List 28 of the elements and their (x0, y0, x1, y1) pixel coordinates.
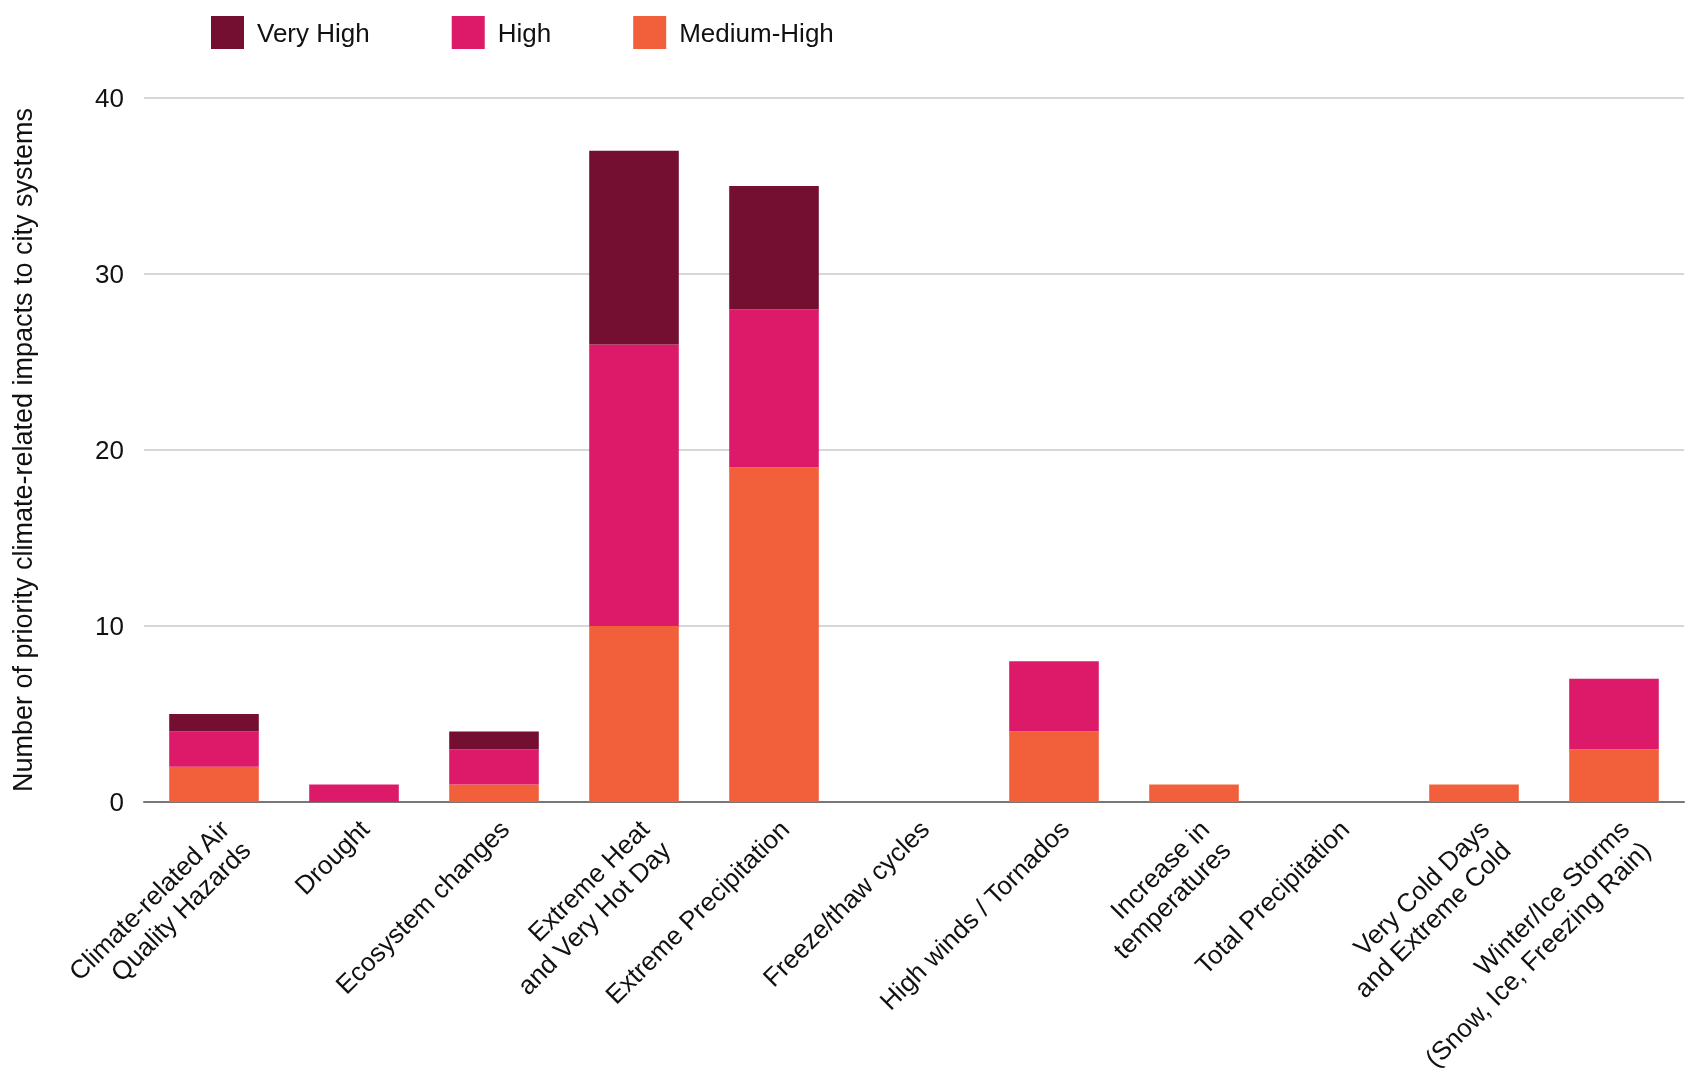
bar (1569, 749, 1659, 802)
y-tick-label: 0 (109, 787, 124, 817)
bar (169, 766, 259, 802)
legend-label: Very High (257, 17, 370, 48)
legend-label: High (497, 17, 552, 48)
bar (1569, 678, 1659, 750)
bar (1149, 784, 1239, 802)
y-tick-label: 40 (95, 83, 124, 113)
bar (589, 344, 679, 626)
y-tick-label: 20 (95, 435, 124, 465)
y-tick-label: 30 (95, 259, 124, 289)
bar (1429, 784, 1519, 802)
legend-label: Medium-High (679, 17, 834, 48)
bar (169, 714, 259, 732)
bar (449, 749, 539, 785)
bar (169, 731, 259, 767)
bar (729, 467, 819, 802)
bar (449, 784, 539, 802)
bar (589, 150, 679, 345)
y-axis-title: Number of priority climate-related impacts to city systems (7, 107, 38, 793)
bar (729, 309, 819, 468)
bar (1009, 731, 1099, 802)
bar (589, 626, 679, 802)
bar (449, 731, 539, 750)
bar (729, 186, 819, 310)
y-tick-label: 10 (95, 611, 124, 641)
bar (309, 784, 399, 802)
bar (1009, 661, 1099, 732)
